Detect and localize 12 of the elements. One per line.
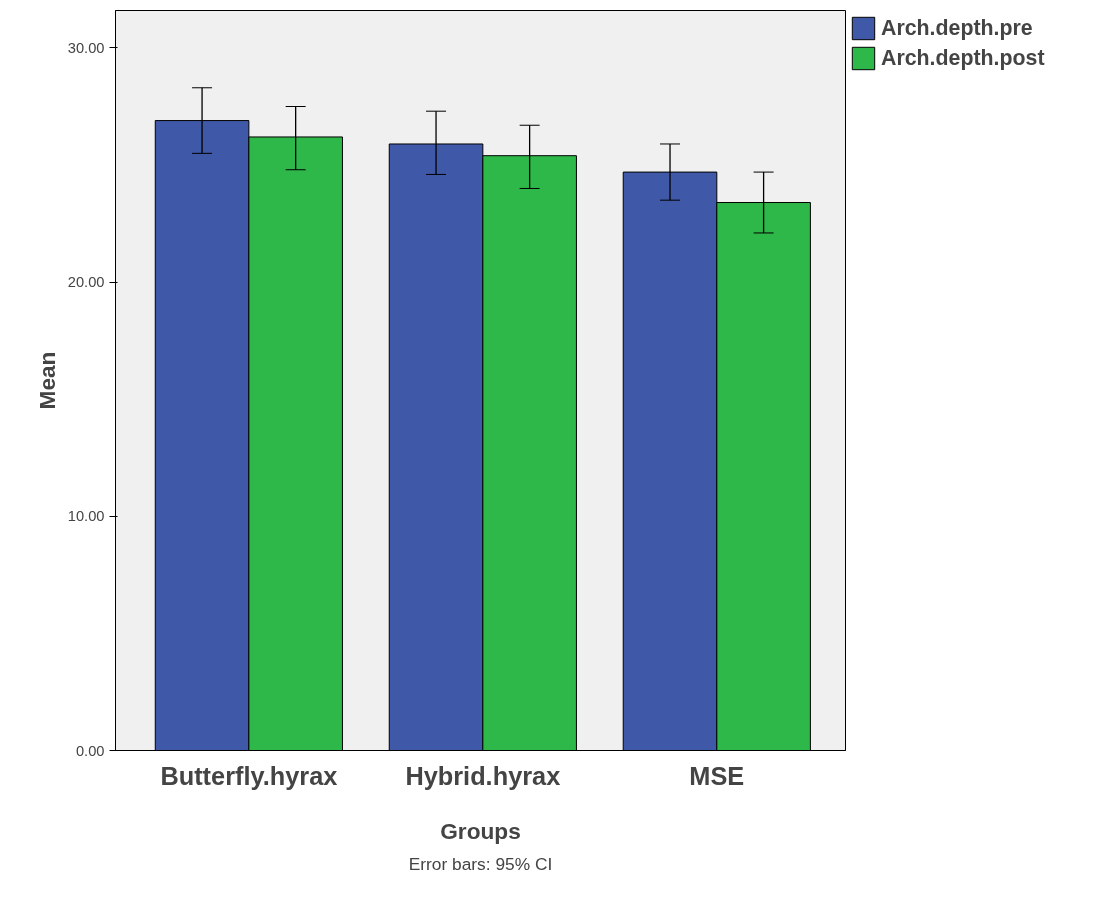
x-tick-label: Butterfly.hyrax (160, 761, 338, 790)
text: Error bars: 95% CI (408, 853, 553, 874)
y-tick-label: 20.00 (67, 274, 105, 291)
legend-label: Arch.depth.post (881, 45, 1045, 71)
legend-label: Arch.depth.pre (881, 15, 1033, 41)
x-tick-label: MSE (689, 761, 745, 790)
y-tick-label: 10.00 (67, 508, 105, 525)
x-tick-label: Hybrid.hyrax (405, 761, 561, 790)
y-tick-label: 0.00 (75, 742, 105, 759)
y-axis-title: Mean (33, 351, 60, 410)
x-axis-title: Groups (440, 817, 521, 844)
y-tick-label: 30.00 (67, 39, 105, 56)
